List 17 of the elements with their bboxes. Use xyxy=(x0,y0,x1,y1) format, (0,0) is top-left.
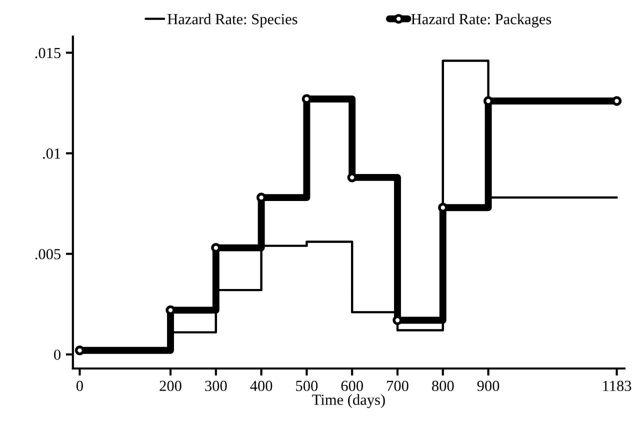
x-tick-label: 800 xyxy=(432,380,454,392)
x-tick-label: 1183 xyxy=(603,380,632,392)
x-tick-label: 600 xyxy=(341,380,363,392)
y-tick-label: .015 xyxy=(35,48,61,58)
x-tick-label: 300 xyxy=(205,380,227,392)
y-tick-label: 0 xyxy=(54,350,61,360)
x-tick-label: 0 xyxy=(76,380,83,392)
x-tick-label: 500 xyxy=(296,380,318,392)
x-tick-label: 700 xyxy=(387,380,408,392)
x-tick-label: 400 xyxy=(250,380,272,392)
legend-label: Hazard Rate: Species xyxy=(168,14,298,28)
y-tick-label: .01 xyxy=(43,148,60,159)
x-tick-label: 200 xyxy=(160,380,182,392)
x-tick-label: 900 xyxy=(477,380,500,392)
x-axis-title: Time (days) xyxy=(312,394,385,408)
legend-label: Hazard Rate: Packages xyxy=(411,14,552,28)
y-tick-label: .005 xyxy=(35,249,61,260)
